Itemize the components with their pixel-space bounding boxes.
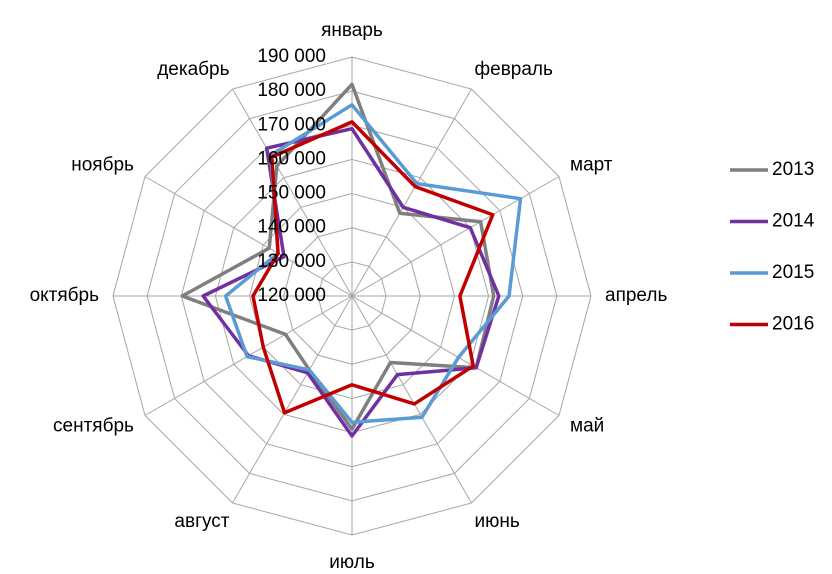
- spoke: [144, 176, 353, 297]
- grid-ring: [317, 261, 387, 331]
- spoke: [351, 88, 472, 297]
- series-line: [180, 82, 496, 431]
- tick-label: 190 000: [257, 46, 326, 67]
- grid-ring: [112, 56, 592, 536]
- spoke: [232, 88, 353, 297]
- tick-label: 160 000: [257, 148, 326, 169]
- category-label: июль: [329, 552, 375, 573]
- series-line: [251, 120, 495, 415]
- grid-ring: [180, 124, 524, 468]
- category-label: январь: [321, 20, 383, 41]
- category-label: декабрь: [157, 59, 229, 80]
- tick-label: 170 000: [257, 114, 326, 135]
- category-label: ноябрь: [71, 155, 134, 176]
- legend-label: 2015: [772, 262, 814, 283]
- legend-label: 2014: [772, 211, 815, 232]
- grid-ring: [249, 193, 455, 399]
- tick-label: 140 000: [257, 217, 326, 238]
- category-label: июнь: [475, 511, 520, 532]
- spoke: [351, 176, 560, 297]
- category-label: май: [570, 416, 604, 437]
- spoke: [232, 295, 353, 504]
- spoke: [351, 295, 560, 416]
- category-label: февраль: [475, 59, 554, 80]
- category-label: октябрь: [30, 285, 100, 306]
- category-label: март: [570, 155, 613, 176]
- grid-ring: [146, 90, 558, 502]
- tick-label: 180 000: [257, 80, 326, 101]
- category-label: август: [174, 511, 229, 532]
- spoke: [351, 295, 472, 504]
- grid-ring: [283, 227, 421, 365]
- legend-label: 2016: [772, 314, 814, 335]
- tick-label: 150 000: [257, 183, 326, 204]
- legend-label: 2013: [772, 159, 814, 180]
- tick-label: 130 000: [257, 251, 326, 272]
- category-label: апрель: [605, 285, 667, 306]
- series-line: [201, 126, 501, 438]
- category-label: сентябрь: [53, 416, 134, 437]
- tick-label: 120 000: [257, 285, 326, 306]
